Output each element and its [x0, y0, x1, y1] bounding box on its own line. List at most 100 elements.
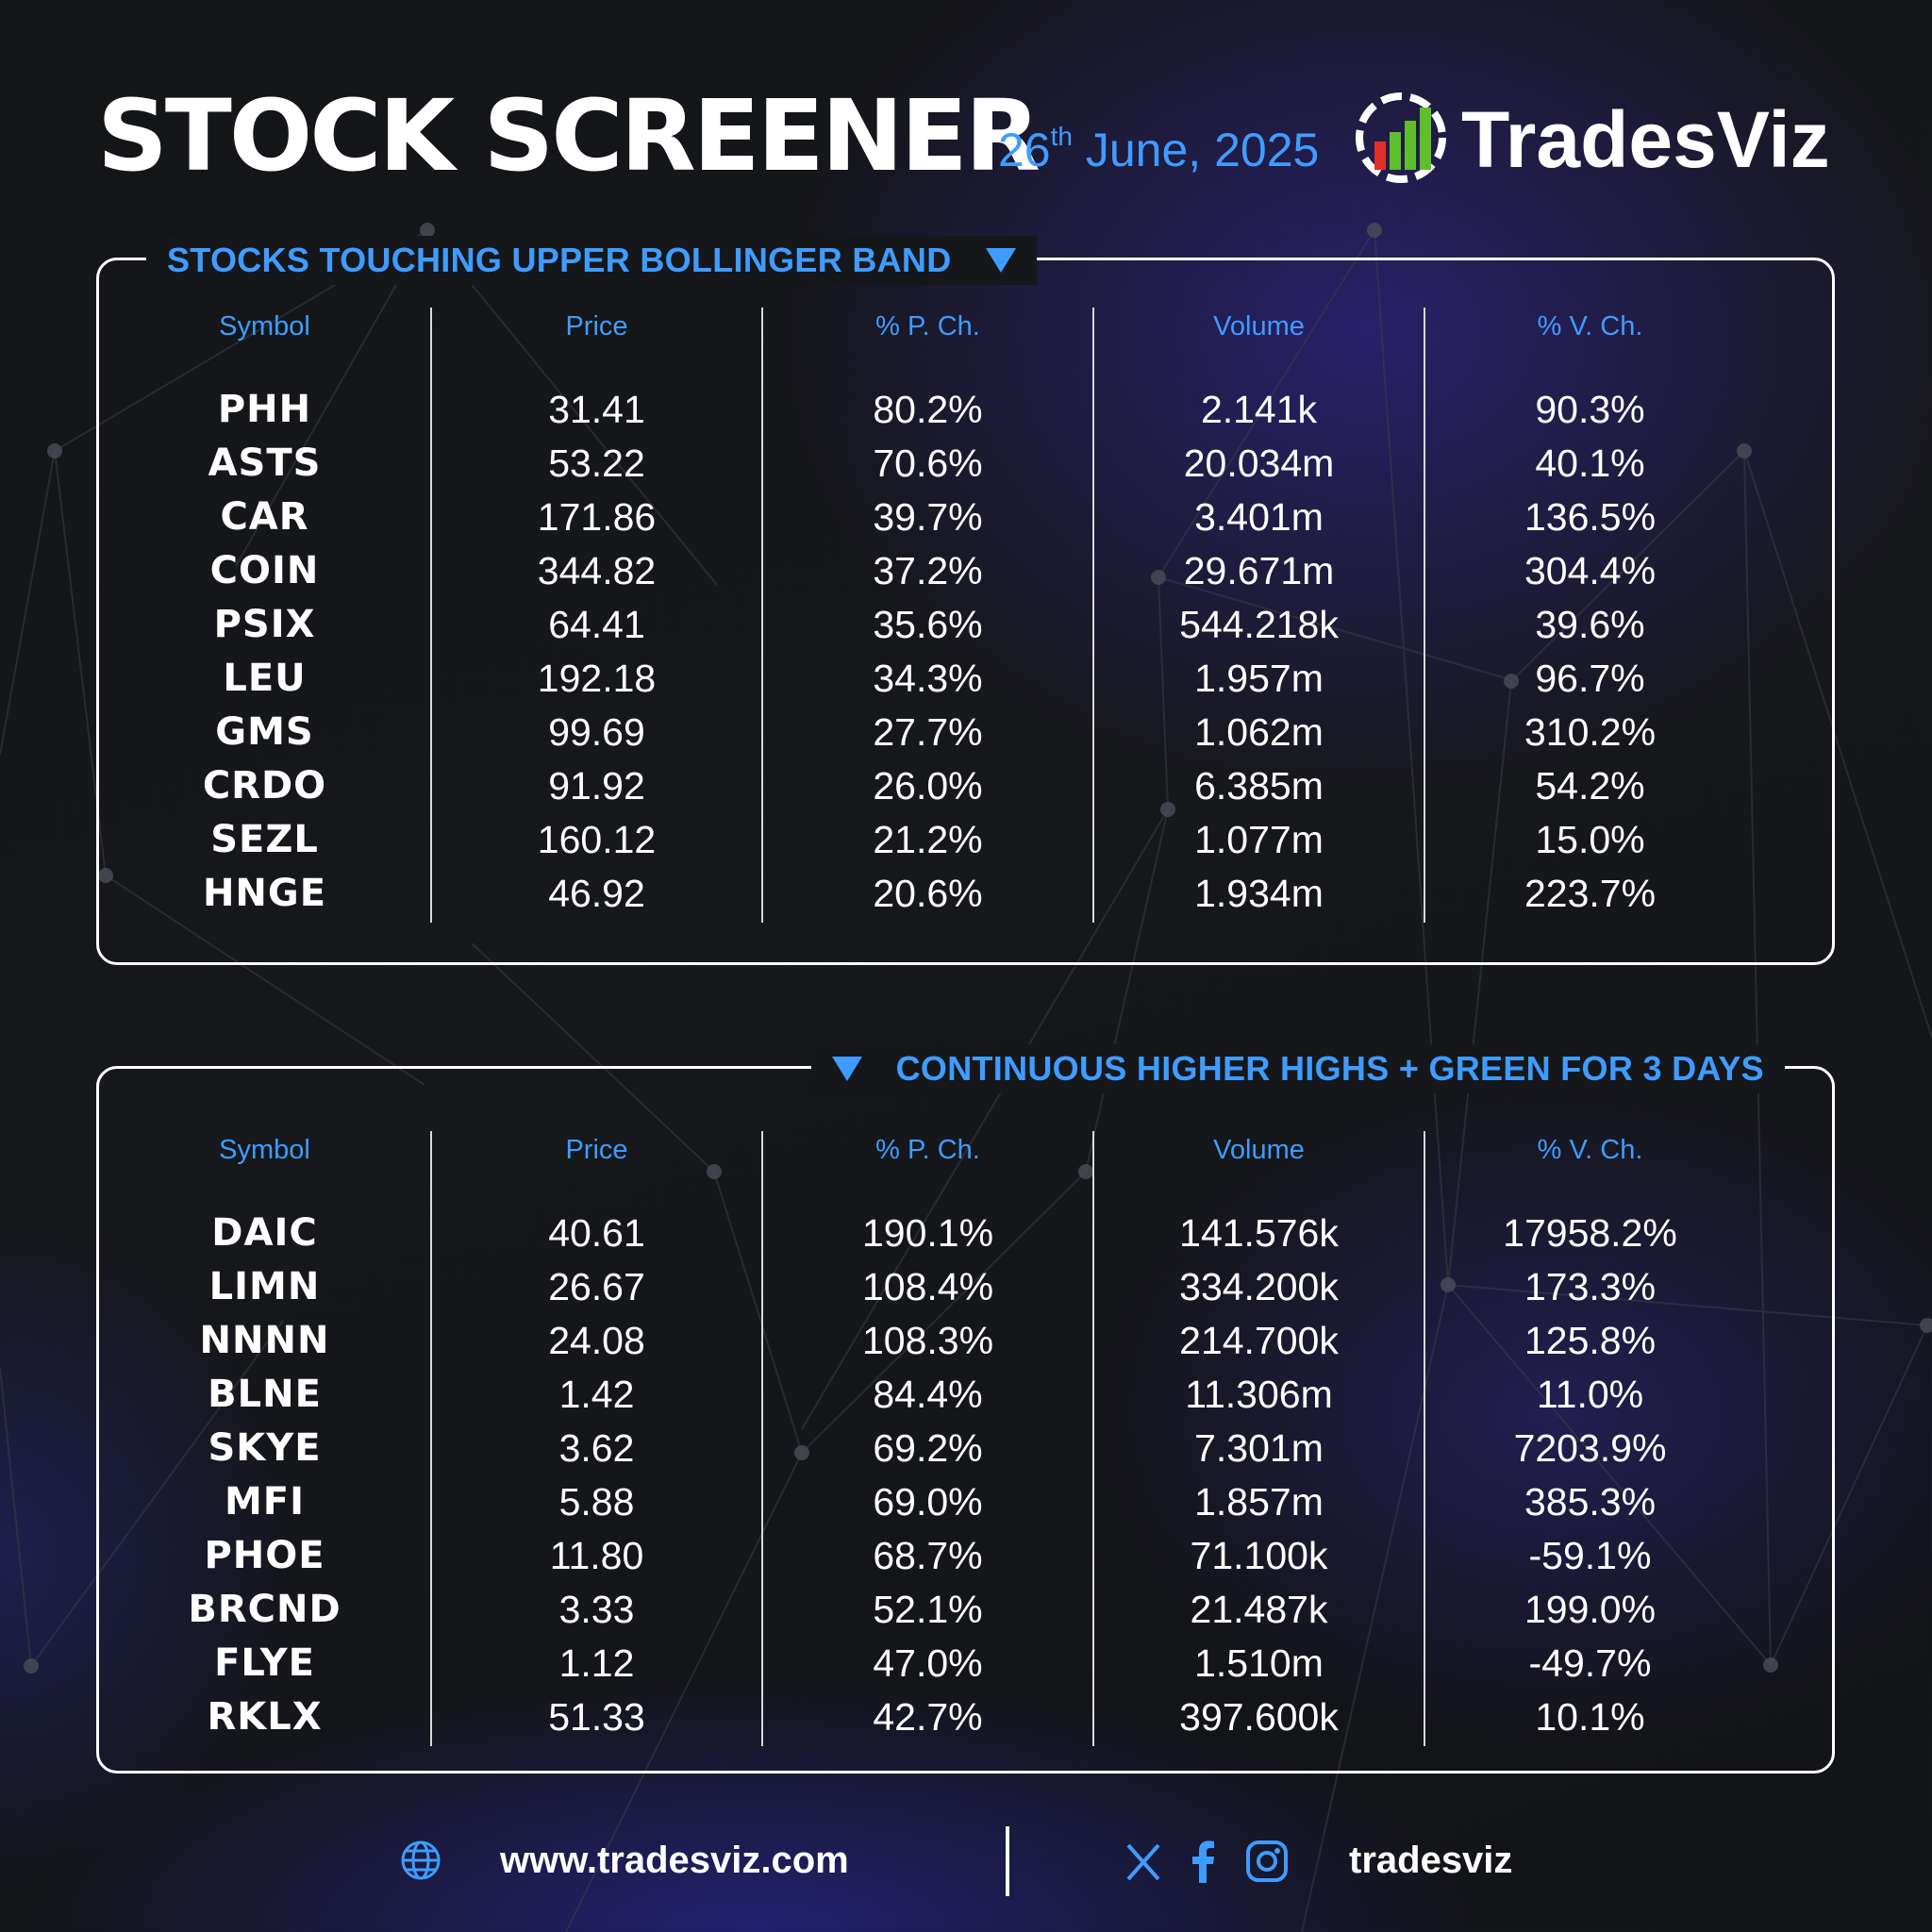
table-cell: 40.61	[548, 1211, 645, 1255]
table-cell: 304.4%	[1524, 549, 1657, 592]
social-handle[interactable]: tradesviz	[1349, 1840, 1513, 1881]
table-cell: 1.934m	[1194, 872, 1324, 915]
column-cells: 190.1% 108.4% 108.3% 84.4% 69.2% 69.0% 68.7% 52…	[763, 1207, 1092, 1744]
table-cell: 34.3%	[873, 657, 983, 700]
table-cell: 39.7%	[873, 495, 983, 539]
table-cell: 29.671m	[1183, 549, 1335, 592]
table-cell: 96.7%	[1535, 657, 1645, 700]
screen-table: Symbol DAIC LIMN NNNN BLNE SKYE MFI PHOE BRCND FL…	[99, 1131, 1832, 1746]
triangle-down-icon	[985, 248, 1016, 273]
table-cell: 71.100k	[1190, 1534, 1328, 1577]
table-cell: 84.4%	[873, 1373, 983, 1416]
column-cells: 17958.2% 173.3% 125.8% 11.0% 7203.9% 385.3% -5…	[1425, 1207, 1755, 1744]
column-cells: 2.141k 20.034m 3.401m 29.671m 544.218k 1.957m…	[1094, 383, 1424, 921]
table-cell: 136.5%	[1524, 495, 1657, 539]
x-icon[interactable]	[1124, 1840, 1162, 1883]
table-cell: 108.4%	[861, 1265, 994, 1308]
facebook-icon[interactable]	[1189, 1840, 1217, 1883]
date-rest: June, 2025	[1072, 124, 1320, 176]
ticker-symbol: RKLX	[207, 1695, 323, 1739]
column-header: % V. Ch.	[1537, 311, 1643, 341]
table-cell: 69.2%	[873, 1426, 983, 1470]
table-cell: 40.1%	[1535, 441, 1645, 485]
ticker-symbol: PSIX	[213, 603, 316, 646]
table-cell: 70.6%	[873, 441, 983, 485]
table-cell: 199.0%	[1524, 1588, 1657, 1631]
report-date: 26th June, 2025	[998, 124, 1320, 176]
col-volume-change: % V. Ch. 17958.2% 173.3% 125.8% 11.0% 7203.9%…	[1424, 1131, 1755, 1746]
table-cell: 214.700k	[1179, 1319, 1339, 1362]
ticker-symbol: GMS	[215, 710, 314, 754]
table-cell: 39.6%	[1535, 603, 1645, 646]
column-header: % P. Ch.	[875, 1135, 980, 1165]
column-cells: DAIC LIMN NNNN BLNE SKYE MFI PHOE BRCND FLYE RKLX	[99, 1207, 430, 1744]
table-cell: 99.69	[548, 710, 645, 754]
table-cell: 64.41	[548, 603, 645, 646]
table-cell: 3.62	[558, 1426, 635, 1470]
table-cell: 108.3%	[861, 1319, 994, 1362]
table-cell: 3.401m	[1194, 495, 1324, 539]
ticker-symbol: HNGE	[202, 872, 327, 915]
table-cell: 1.077m	[1194, 818, 1324, 861]
ticker-symbol: ASTS	[208, 441, 322, 485]
table-cell: 1.42	[558, 1373, 635, 1416]
table-cell: 21.2%	[873, 818, 983, 861]
col-price: Price 40.61 26.67 24.08 1.42 3.62 5.88 11.80 3.3…	[430, 1131, 761, 1746]
col-symbol: Symbol DAIC LIMN NNNN BLNE SKYE MFI PHOE BRCND FL…	[99, 1131, 430, 1746]
table-cell: 46.92	[548, 872, 645, 915]
table-cell: 190.1%	[861, 1211, 994, 1255]
table-cell: 5.88	[558, 1480, 635, 1524]
table-cell: 1.857m	[1194, 1480, 1324, 1524]
table-cell: 26.0%	[873, 764, 983, 808]
website-link[interactable]: www.tradesviz.com	[500, 1840, 849, 1881]
table-cell: 53.22	[548, 441, 645, 485]
table-cell: 35.6%	[873, 603, 983, 646]
footer: www.tradesviz.com tradesviz	[0, 1821, 1932, 1906]
date-day: 26	[998, 124, 1051, 176]
ticker-symbol: COIN	[209, 549, 320, 592]
table-cell: 6.385m	[1194, 764, 1324, 808]
table-cell: 1.510m	[1194, 1641, 1324, 1685]
col-symbol: Symbol PHH ASTS CAR COIN PSIX LEU GMS CRDO SEZL HN…	[99, 308, 430, 923]
table-cell: 80.2%	[873, 388, 983, 431]
table-cell: 1.062m	[1194, 710, 1324, 754]
table-cell: 385.3%	[1524, 1480, 1657, 1524]
screen-table: Symbol PHH ASTS CAR COIN PSIX LEU GMS CRDO SEZL HN…	[99, 308, 1832, 923]
column-header: Symbol	[219, 311, 310, 341]
column-header: Volume	[1213, 1135, 1305, 1165]
table-cell: 1.957m	[1194, 657, 1324, 700]
col-volume: Volume 141.576k 334.200k 214.700k 11.306m 7.3…	[1092, 1131, 1424, 1746]
table-cell: 223.7%	[1524, 872, 1657, 915]
instagram-icon[interactable]	[1245, 1840, 1289, 1883]
table-cell: 31.41	[548, 388, 645, 431]
table-cell: 90.3%	[1535, 388, 1645, 431]
table-cell: 37.2%	[873, 549, 983, 592]
table-cell: 310.2%	[1524, 710, 1657, 754]
ticker-symbol: FLYE	[214, 1641, 315, 1685]
column-header: % V. Ch.	[1537, 1135, 1643, 1165]
table-cell: 192.18	[537, 657, 657, 700]
ticker-symbol: PHH	[217, 388, 312, 431]
table-cell: 7203.9%	[1513, 1426, 1667, 1470]
table-cell: 334.200k	[1179, 1265, 1339, 1308]
ticker-symbol: SKYE	[208, 1426, 322, 1470]
col-price: Price 31.41 53.22 171.86 344.82 64.41 192.18 99…	[430, 308, 761, 923]
table-cell: 26.67	[548, 1265, 645, 1308]
date-suffix: th	[1050, 122, 1073, 152]
table-cell: 344.82	[537, 549, 657, 592]
globe-icon	[401, 1840, 441, 1880]
ticker-symbol: NNNN	[199, 1319, 330, 1362]
column-cells: 141.576k 334.200k 214.700k 11.306m 7.301m 1.8…	[1094, 1207, 1424, 1744]
table-cell: 544.218k	[1179, 603, 1339, 646]
table-cell: 1.12	[558, 1641, 635, 1685]
table-cell: 20.6%	[873, 872, 983, 915]
header: STOCK SCREENER 26th June, 2025 TradesViz	[97, 83, 1842, 206]
column-header: Volume	[1213, 311, 1305, 341]
column-header: % P. Ch.	[875, 311, 980, 341]
col-volume: Volume 2.141k 20.034m 3.401m 29.671m 544.218k…	[1092, 308, 1424, 923]
col-price-change: % P. Ch. 190.1% 108.4% 108.3% 84.4% 69.2% 69.0…	[761, 1131, 1092, 1746]
table-cell: 125.8%	[1524, 1319, 1657, 1362]
ticker-symbol: BLNE	[208, 1373, 322, 1416]
ticker-symbol: BRCND	[188, 1588, 341, 1631]
table-cell: -59.1%	[1528, 1534, 1652, 1577]
